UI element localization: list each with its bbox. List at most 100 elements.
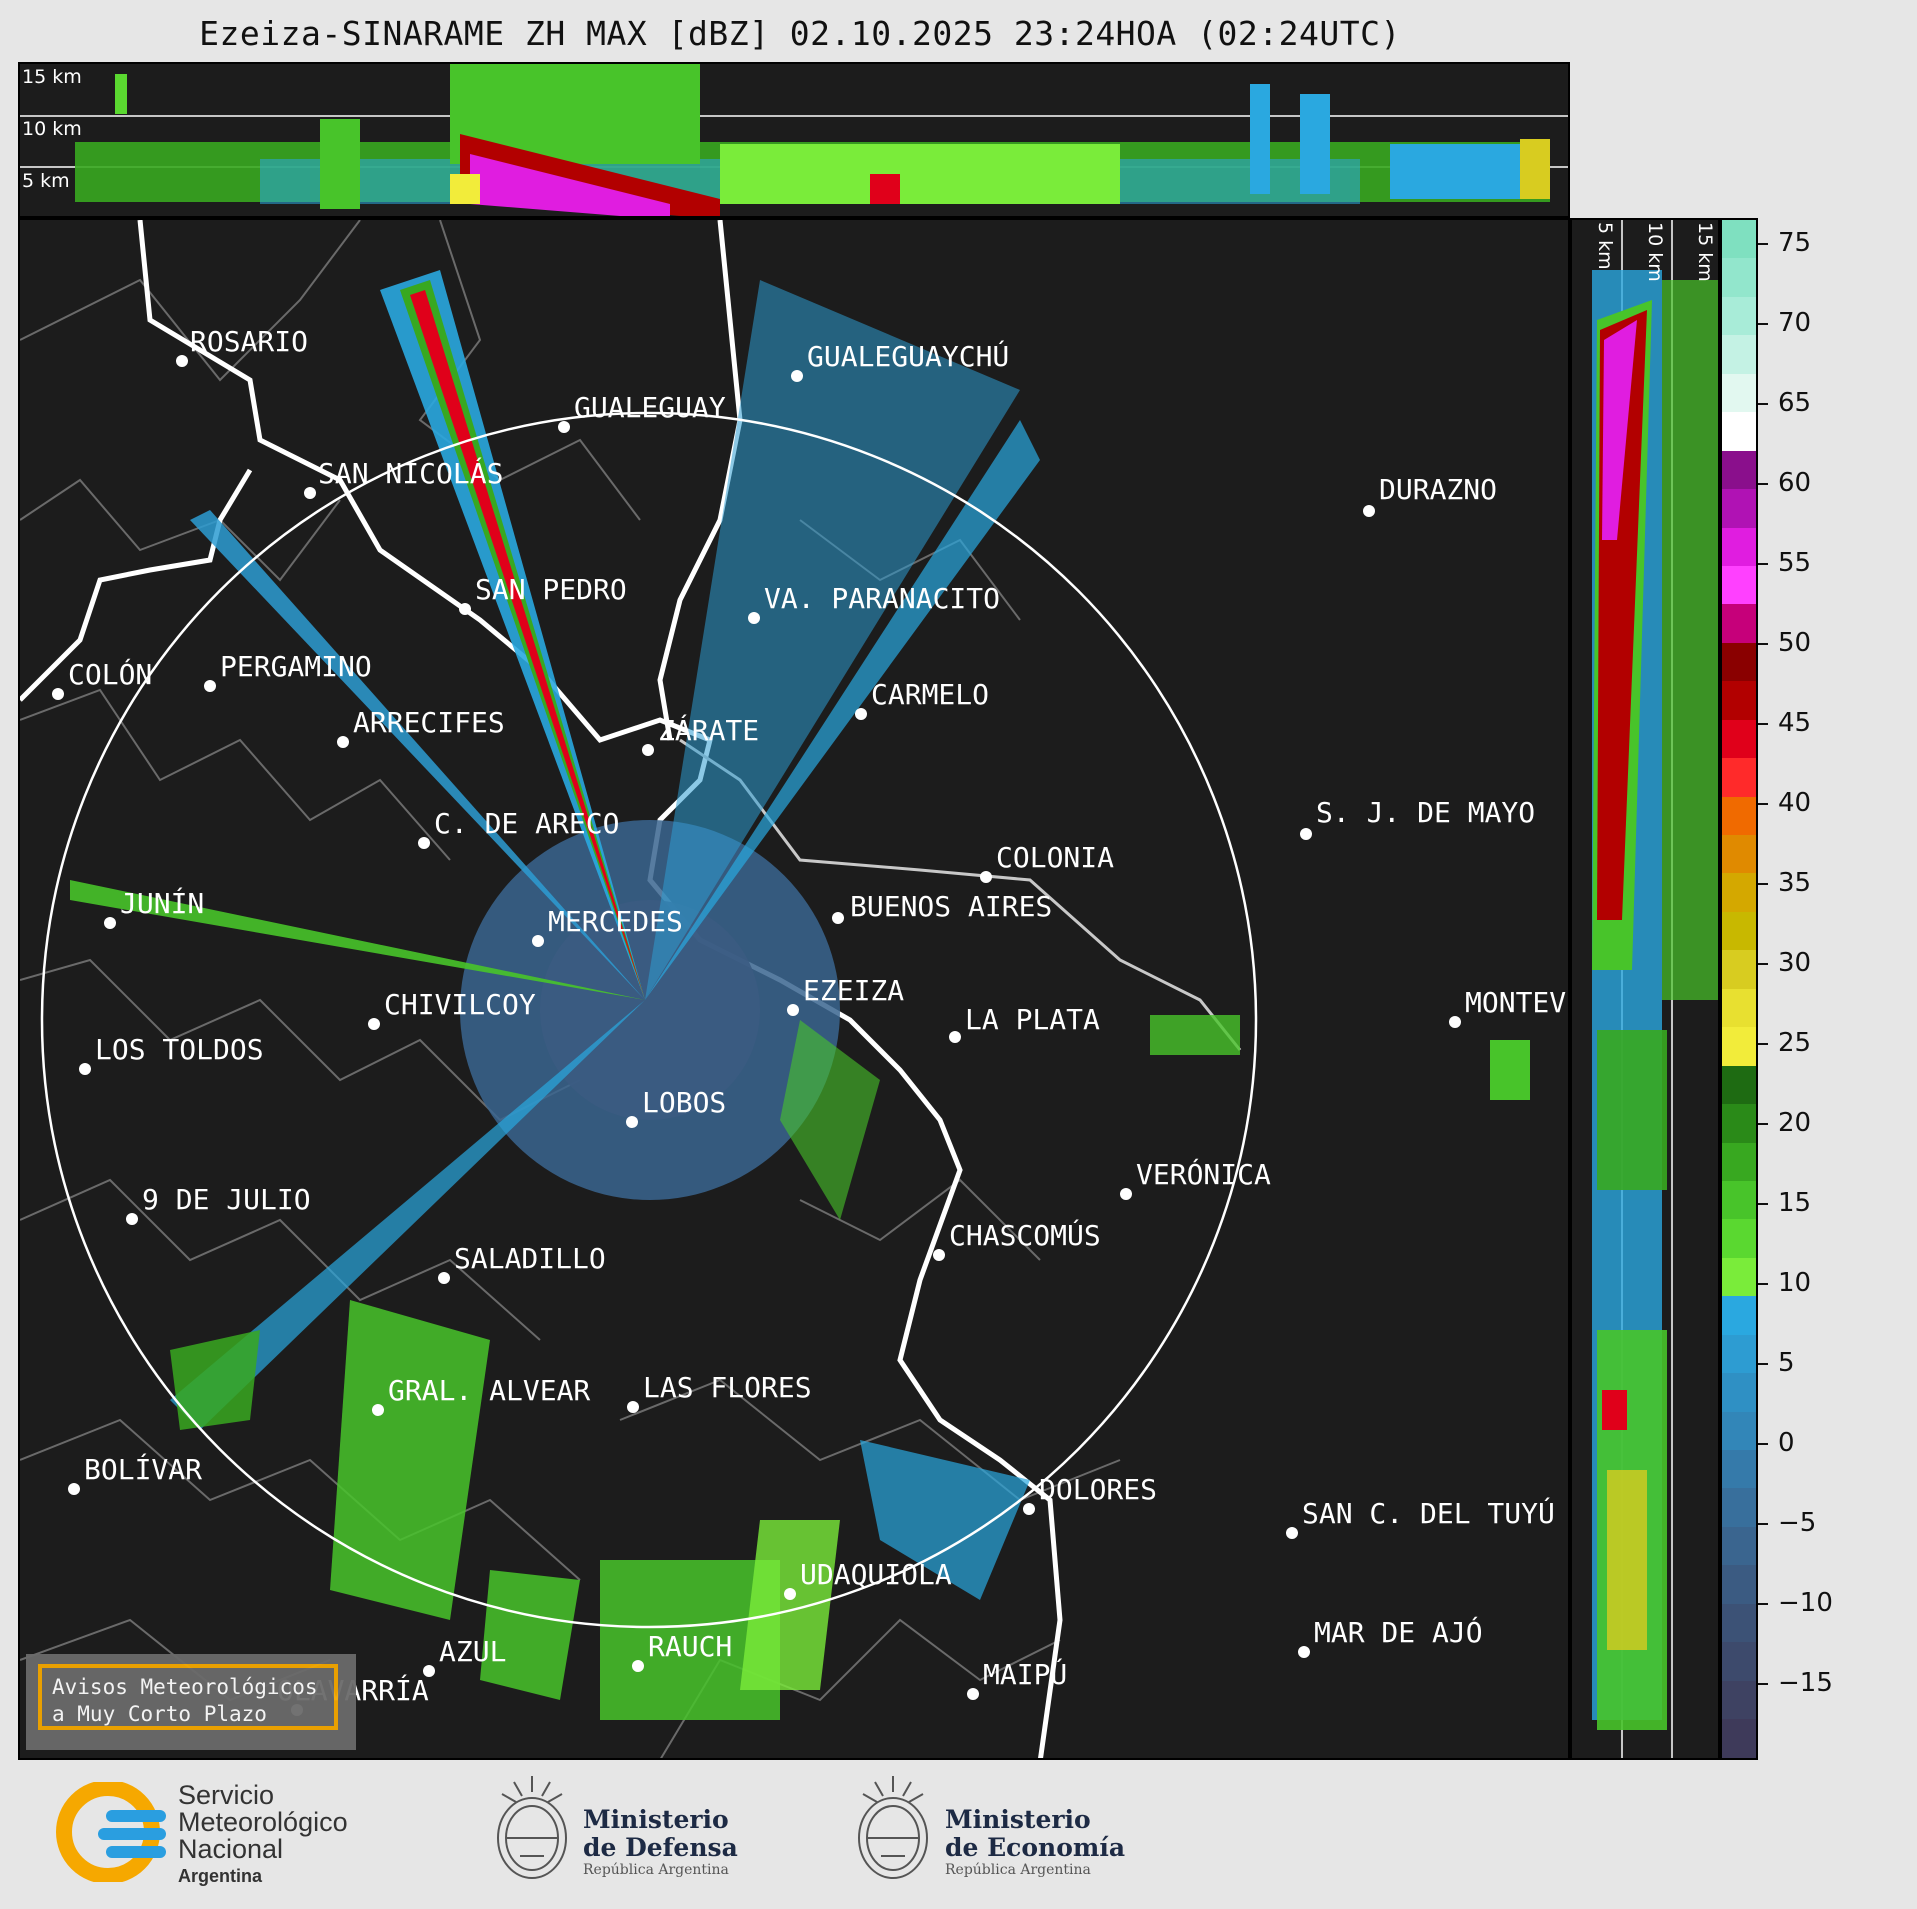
defensa-line2: de Defensa (583, 1833, 738, 1862)
city-marker (627, 1401, 639, 1413)
colorbar-segment (1722, 1565, 1756, 1604)
colorbar-segment (1722, 1180, 1756, 1220)
city-label: EZEIZA (803, 974, 904, 1007)
colorbar-segment (1722, 911, 1756, 951)
economia-seal-icon (855, 1772, 931, 1890)
avisos-frame: Avisos Meteorológicos a Muy Corto Plazo (38, 1664, 338, 1730)
colorbar-tick-label: 40 (1758, 788, 1811, 818)
radar-map-svg: ROSARIO GUALEGUAYCHÚ GUALEGUAY SAN NICOLÁS D… (20, 220, 1566, 1758)
city-marker (787, 1004, 799, 1016)
defensa-seal-icon (494, 1772, 570, 1890)
colorbar-tick-label: 25 (1758, 1028, 1811, 1058)
city-label: PERGAMINO (220, 650, 372, 683)
city-label: MAR DE AJÓ (1314, 1615, 1483, 1649)
smn-logo-icon (56, 1780, 166, 1884)
city-marker (368, 1018, 380, 1030)
colorbar-segment (1722, 988, 1756, 1028)
colorbar-tick-label: 65 (1758, 388, 1811, 418)
colorbar-tick-label: 55 (1758, 548, 1811, 578)
colorbar-tick-label: −10 (1758, 1588, 1833, 1618)
colorbar-segment (1722, 527, 1756, 566)
colorbar-segment (1722, 873, 1756, 912)
city-label: JUNÍN (120, 886, 204, 920)
colorbar-segment (1722, 412, 1756, 451)
city-label: BUENOS AIRES (850, 890, 1052, 923)
city-marker (438, 1272, 450, 1284)
smn-line4: Argentina (178, 1866, 263, 1886)
economia-line3: República Argentina (945, 1862, 1091, 1878)
colorbar-segment (1722, 681, 1756, 720)
city-label: CARMELO (871, 678, 989, 711)
top-echo-band (75, 64, 1550, 216)
city-label: MAIPÚ (983, 1657, 1067, 1691)
colorbar-segment (1722, 1642, 1756, 1681)
chart-title: Ezeiza-SINARAME ZH MAX [dBZ] 02.10.2025 … (199, 14, 1401, 53)
colorbar-tick-label: 35 (1758, 868, 1811, 898)
city-marker (532, 935, 544, 947)
colorbar-segment (1722, 1373, 1756, 1412)
colorbar-tick-label: 70 (1758, 308, 1811, 338)
city-marker (967, 1688, 979, 1700)
colorbar-segment (1722, 758, 1756, 797)
colorbar-segment (1722, 1104, 1756, 1143)
colorbar-tick-label: 60 (1758, 468, 1811, 498)
colorbar-segment (1722, 835, 1756, 874)
colorbar-segment (1722, 1450, 1756, 1489)
avisos-box: Avisos Meteorológicos a Muy Corto Plazo (26, 1654, 356, 1750)
colorbar-segment (1722, 1488, 1756, 1527)
colorbar-segment (1722, 1526, 1756, 1566)
colorbar-tick-label: −15 (1758, 1668, 1833, 1698)
city-label: COLONIA (996, 841, 1114, 874)
city-label: VERÓNICA (1136, 1157, 1271, 1191)
city-marker (832, 912, 844, 924)
colorbar-tick-label: 10 (1758, 1268, 1811, 1298)
colorbar-segment (1722, 1027, 1756, 1066)
colorbar-segment (1722, 373, 1756, 413)
city-marker (68, 1483, 80, 1495)
colorbar-tick-label: 75 (1758, 228, 1811, 258)
radar-map-panel: ROSARIO GUALEGUAYCHÚ GUALEGUAY SAN NICOLÁS D… (18, 218, 1570, 1760)
top-alt-label-15: 15 km (22, 66, 82, 88)
city-marker (337, 736, 349, 748)
top-cross-section-svg (20, 64, 1568, 216)
city-marker (558, 421, 570, 433)
city-marker (980, 871, 992, 883)
city-marker (204, 680, 216, 692)
side-alt-label-15: 15 km (1694, 222, 1716, 282)
argentina-seal-icon-2 (858, 1776, 928, 1879)
colorbar-segment (1722, 1603, 1756, 1643)
smn-line1: Servicio (178, 1780, 275, 1810)
colorbar-tick-label: −5 (1758, 1508, 1816, 1538)
colorbar-segment (1722, 565, 1756, 605)
range-ring (40, 411, 1258, 1629)
city-label: MONTEV (1465, 986, 1566, 1019)
city-marker (176, 355, 188, 367)
colorbar-tick-label: 20 (1758, 1108, 1811, 1138)
side-cross-section-svg (1592, 220, 1718, 1758)
city-marker (1363, 505, 1375, 517)
colorbar-segment (1722, 1257, 1756, 1297)
defensa-line3: República Argentina (583, 1862, 729, 1878)
city-label: LAS FLORES (643, 1371, 812, 1404)
city-label: RAUCH (648, 1630, 732, 1663)
colorbar-segment (1722, 1334, 1756, 1374)
avisos-line2: a Muy Corto Plazo (52, 1702, 267, 1726)
city-label: LOBOS (642, 1086, 726, 1119)
top-alt-label-10: 10 km (22, 118, 82, 140)
smn-text: Servicio Meteorológico Nacional Argentin… (178, 1782, 348, 1890)
city-label: ARRECIFES (353, 706, 505, 739)
city-marker (748, 612, 760, 624)
city-label: 9 DE JULIO (142, 1183, 311, 1216)
city-marker (372, 1404, 384, 1416)
city-marker (791, 370, 803, 382)
colorbar-segment (1722, 719, 1756, 759)
city-marker (52, 688, 64, 700)
city-label: ZÁRATE (658, 713, 759, 747)
city-label: ROSARIO (190, 325, 308, 358)
colorbar-segment (1722, 1719, 1756, 1758)
defensa-text: Ministerio de Defensa República Argentin… (583, 1806, 738, 1879)
city-marker (632, 1660, 644, 1672)
colorbar-tick-label: 50 (1758, 628, 1811, 658)
colorbar-segment (1722, 950, 1756, 989)
avisos-line1: Avisos Meteorológicos (52, 1675, 318, 1699)
